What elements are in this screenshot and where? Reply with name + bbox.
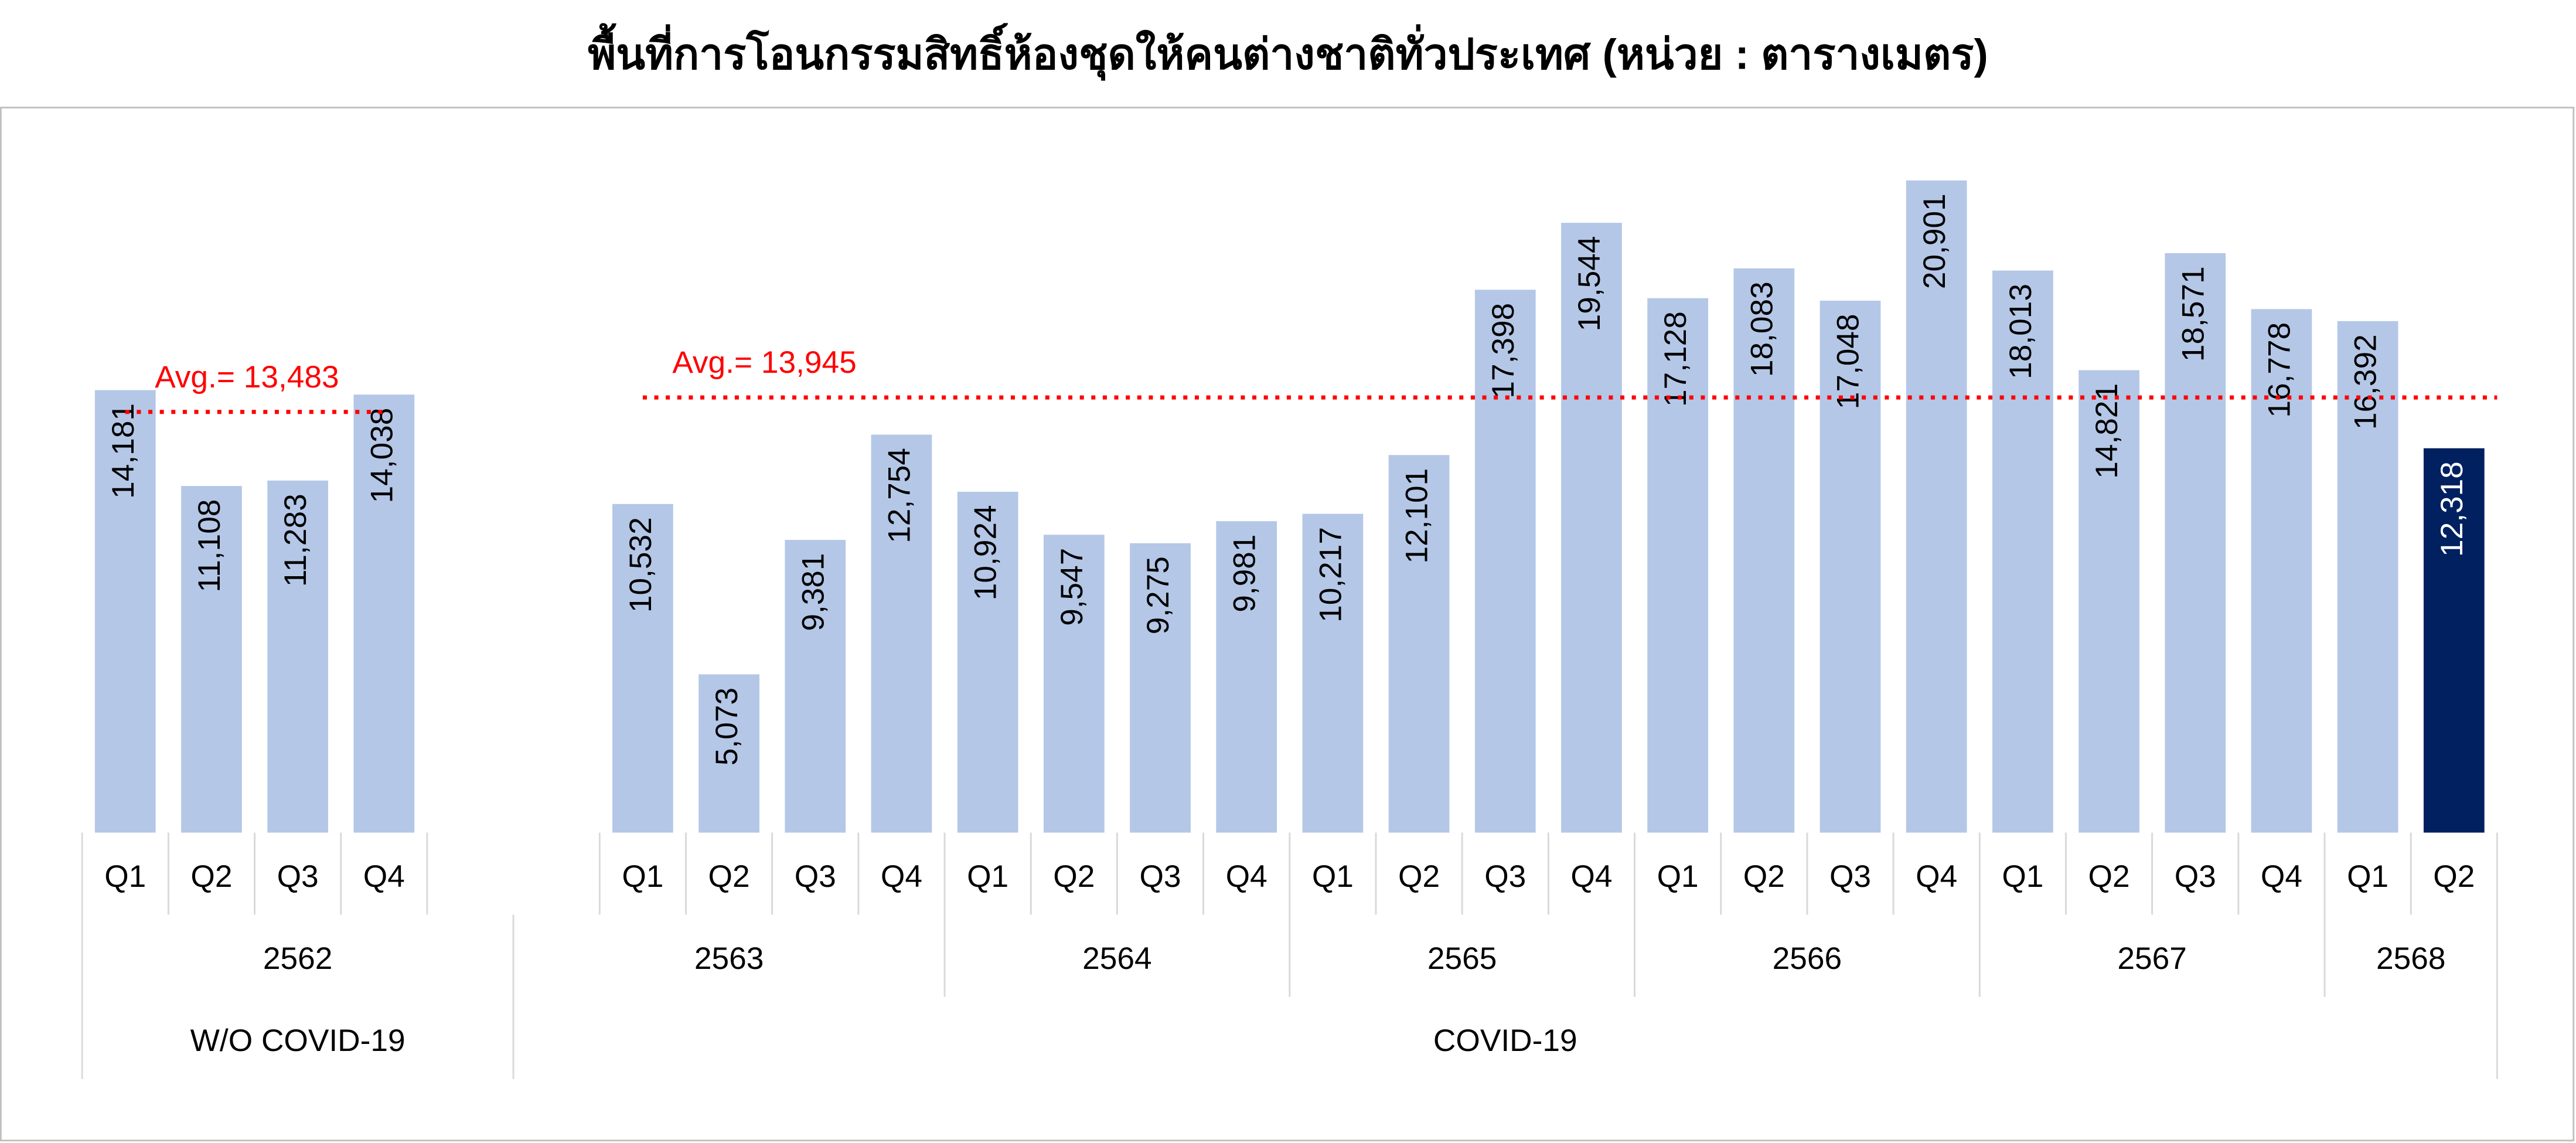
value-label: 9,981 — [1227, 535, 1262, 613]
quarter-label: Q1 — [1657, 859, 1699, 894]
quarter-label: Q2 — [708, 859, 750, 894]
value-label: 16,392 — [2349, 334, 2383, 430]
bar — [94, 390, 156, 833]
value-label: 18,571 — [2176, 266, 2210, 362]
value-label: 12,101 — [1400, 468, 1434, 564]
quarter-label: Q1 — [104, 859, 146, 894]
value-label: 18,083 — [1744, 281, 1779, 377]
value-label: 9,275 — [1141, 556, 1175, 634]
year-label: 2566 — [1773, 941, 1842, 976]
bar — [2337, 321, 2398, 833]
bar — [2423, 448, 2485, 833]
bar — [1561, 223, 1622, 833]
quarter-label: Q1 — [2002, 859, 2043, 894]
value-label: 17,048 — [1831, 314, 1866, 409]
quarter-label: Q2 — [2433, 859, 2475, 894]
value-label: 10,924 — [969, 505, 1003, 600]
bar — [1043, 535, 1105, 833]
value-label: 17,128 — [1658, 311, 1693, 407]
quarter-label: Q4 — [363, 859, 405, 894]
bar — [957, 491, 1018, 833]
value-label: 14,038 — [364, 408, 399, 504]
quarter-label: Q3 — [1484, 859, 1526, 894]
quarter-label: Q2 — [190, 859, 232, 894]
value-label: 10,217 — [1313, 527, 1348, 622]
quarter-label: Q4 — [881, 859, 922, 894]
value-label: 9,381 — [796, 553, 830, 631]
value-label: 11,108 — [192, 499, 227, 593]
average-label: Avg.= 13,483 — [155, 360, 339, 394]
quarter-label: Q1 — [622, 859, 663, 894]
value-label: 16,778 — [2262, 322, 2297, 418]
bar — [1819, 300, 1881, 833]
quarter-label: Q1 — [1312, 859, 1354, 894]
quarter-label: Q4 — [2261, 859, 2302, 894]
quarter-label: Q3 — [795, 859, 836, 894]
bar — [1474, 290, 1536, 833]
value-label: 5,073 — [710, 688, 744, 766]
year-label: 2563 — [694, 941, 764, 976]
value-label: 10,532 — [623, 517, 658, 613]
bar — [612, 504, 673, 833]
value-label: 9,547 — [1055, 548, 1089, 626]
bar — [698, 674, 759, 833]
quarter-label: Q4 — [1916, 859, 1957, 894]
bar — [181, 486, 242, 833]
year-label: 2568 — [2376, 941, 2446, 976]
quarter-label: Q4 — [1570, 859, 1612, 894]
quarter-label: Q1 — [2347, 859, 2388, 894]
bar — [1216, 521, 1277, 833]
quarter-label: Q1 — [967, 859, 1008, 894]
bar — [1388, 455, 1450, 833]
bar — [871, 434, 932, 833]
value-label: 11,283 — [278, 494, 313, 587]
value-label: 20,901 — [1917, 193, 1952, 289]
year-label: 2564 — [1082, 941, 1152, 976]
quarter-label: Q3 — [1829, 859, 1871, 894]
value-label: 17,398 — [1486, 303, 1521, 399]
value-label: 12,318 — [2435, 461, 2469, 557]
period-label: W/O COVID-19 — [190, 1023, 406, 1058]
bar — [267, 480, 329, 833]
chart-frame — [0, 107, 2575, 1142]
value-label: 12,754 — [882, 448, 917, 543]
bar — [1906, 180, 1967, 833]
bar — [1992, 270, 2053, 833]
bar — [2078, 370, 2139, 833]
quarter-label: Q2 — [2088, 859, 2130, 894]
quarter-label: Q2 — [1398, 859, 1440, 894]
bar — [1130, 543, 1191, 833]
bar — [2165, 253, 2226, 833]
bar — [353, 394, 415, 833]
bar — [1302, 513, 1364, 833]
value-label: 19,544 — [1572, 236, 1607, 332]
value-label: 18,013 — [2003, 284, 2038, 379]
year-label: 2567 — [2117, 941, 2187, 976]
period-label: COVID-19 — [1433, 1023, 1577, 1058]
year-label: 2565 — [1427, 941, 1497, 976]
quarter-label: Q3 — [2175, 859, 2216, 894]
value-label: 14,181 — [106, 403, 141, 499]
bar — [1733, 268, 1795, 833]
quarter-label: Q2 — [1743, 859, 1785, 894]
year-label: 2562 — [263, 941, 333, 976]
bar — [1647, 298, 1709, 833]
quarter-label: Q3 — [1139, 859, 1181, 894]
quarter-label: Q4 — [1226, 859, 1267, 894]
bar — [785, 540, 846, 833]
quarter-label: Q3 — [277, 859, 319, 894]
quarter-label: Q2 — [1053, 859, 1095, 894]
average-label: Avg.= 13,945 — [672, 345, 856, 380]
chart-title: พื้นที่การโอนกรรมสิทธิ์ห้องชุดให้คนต่างช… — [588, 22, 1988, 81]
